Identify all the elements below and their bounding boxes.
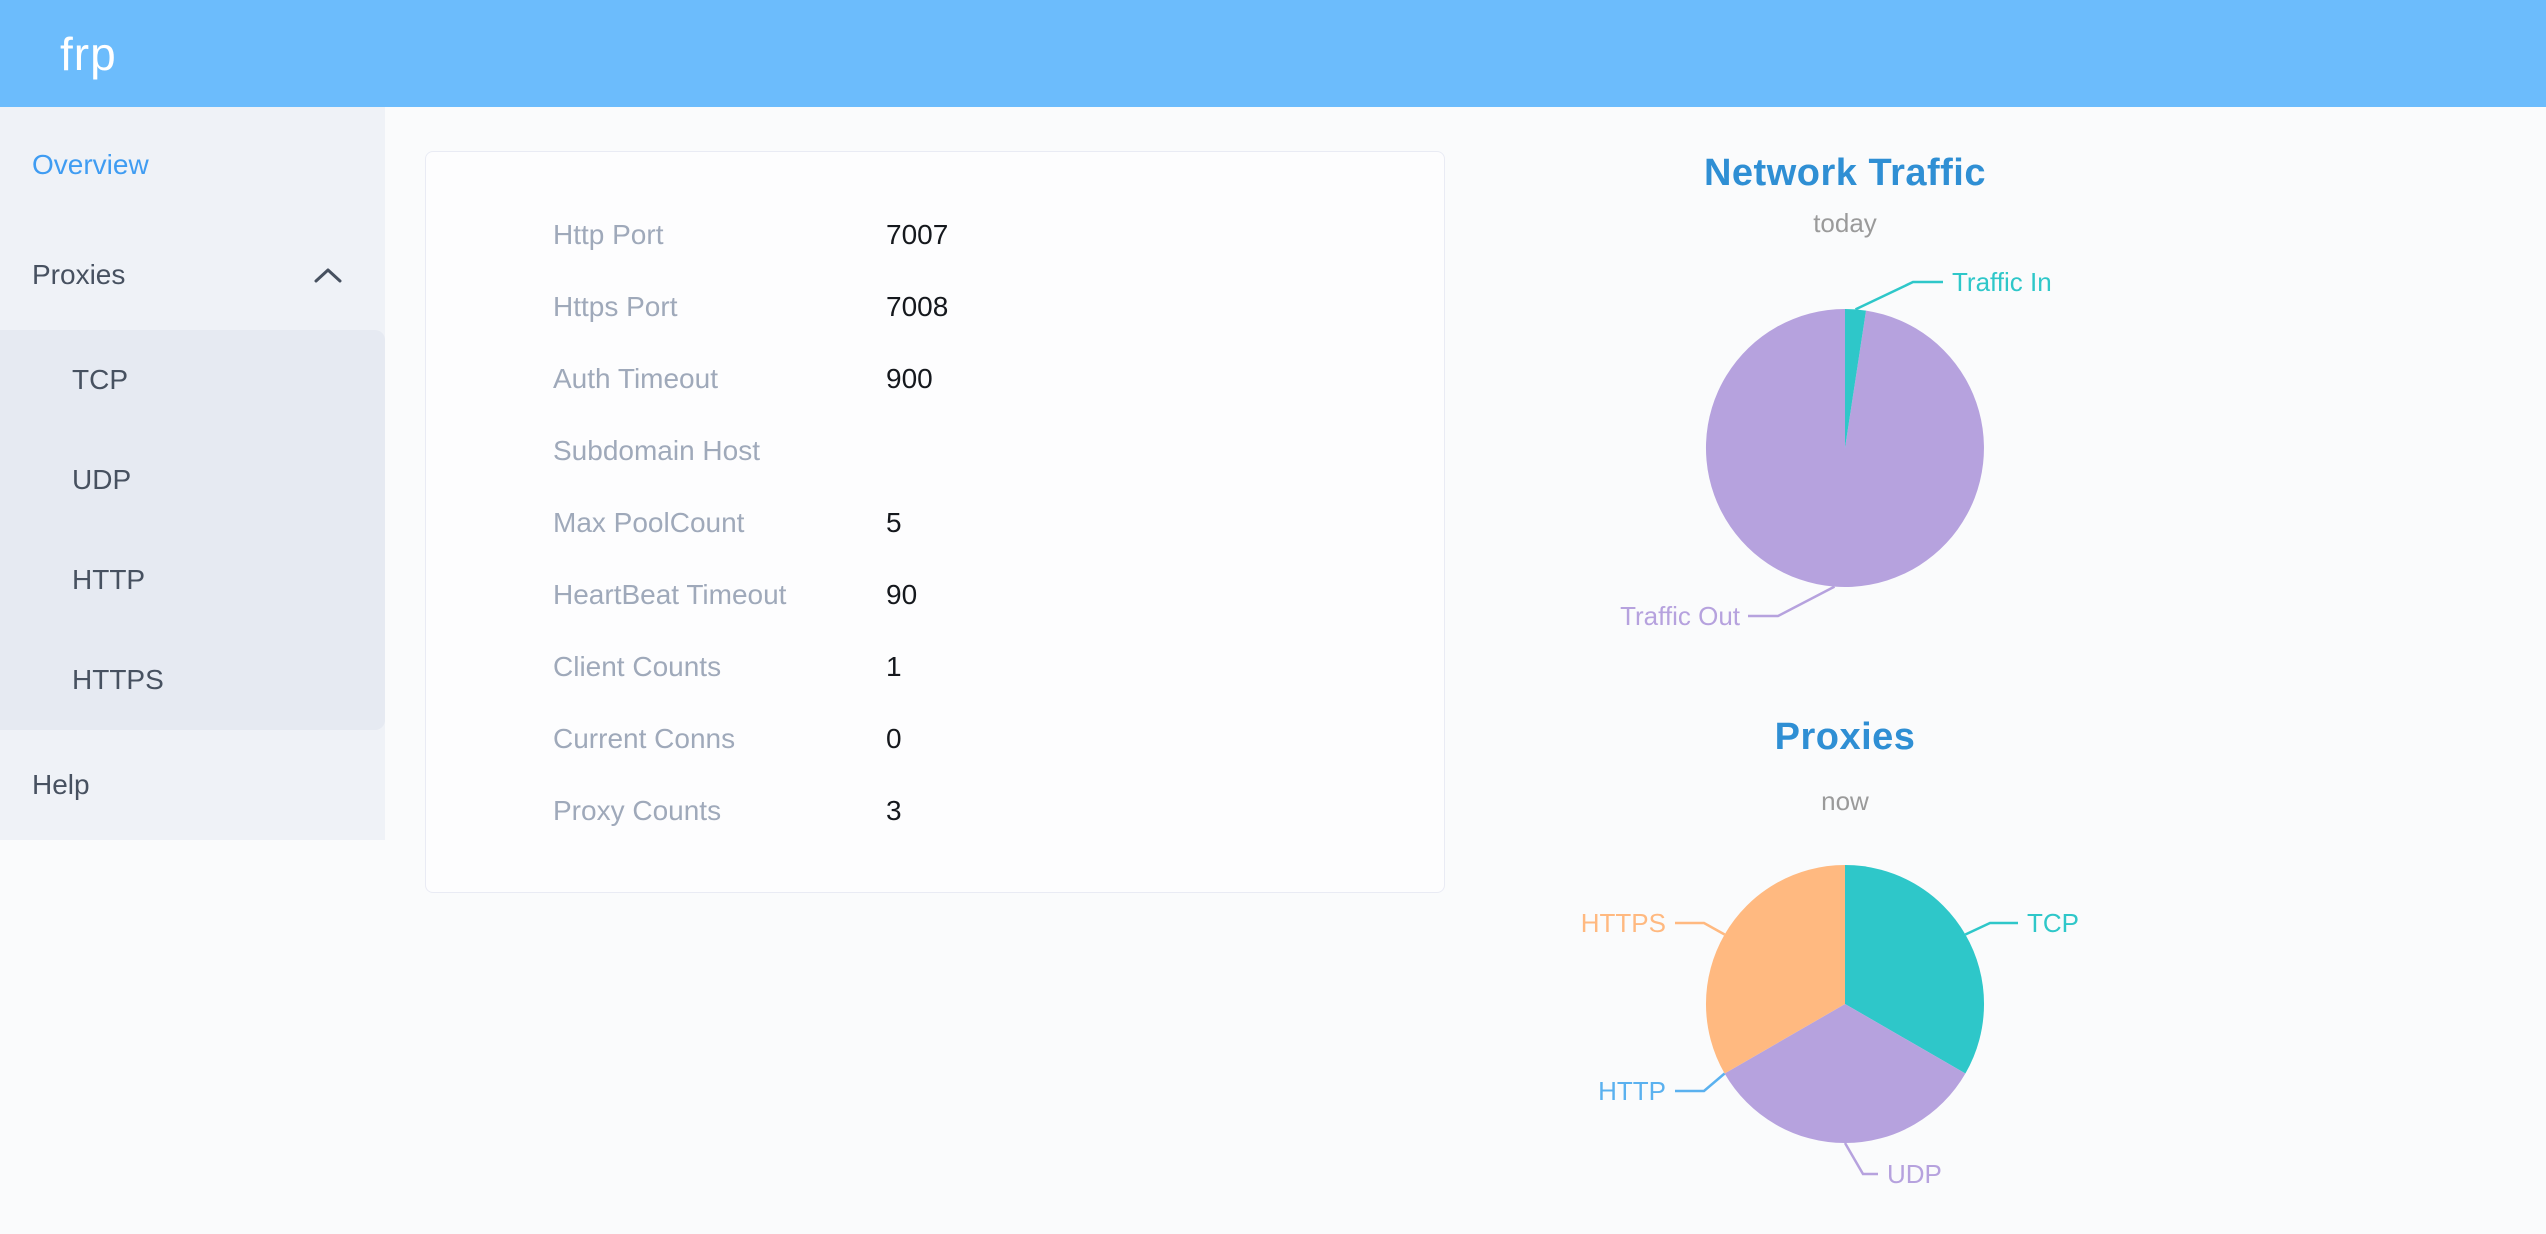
info-row-client-counts: Client Counts 1: [426, 631, 1444, 703]
sidebar-submenu-proxies: TCP UDP HTTP HTTPS: [0, 330, 385, 730]
info-value: 5: [886, 507, 902, 538]
info-row-max-poolcount: Max PoolCount 5: [426, 487, 1444, 559]
pie-label-udp: UDP: [1887, 1159, 1942, 1189]
info-label: Subdomain Host: [553, 435, 761, 466]
label-line-https: [1675, 921, 1726, 936]
sidebar-item-https-label: HTTPS: [72, 664, 164, 695]
sidebar-item-udp[interactable]: UDP: [0, 430, 385, 530]
info-row-subdomain-host: Subdomain Host: [426, 415, 1444, 487]
label-line-traffic-out: [1748, 585, 1836, 618]
info-value: 3: [886, 795, 902, 826]
info-row-https-port: Https Port 7008: [426, 271, 1444, 343]
sidebar-item-proxies-label: Proxies: [32, 259, 126, 290]
pie-slice-tcp[interactable]: [1845, 865, 1985, 1074]
pie-label-traffic-in: Traffic In: [1952, 267, 2052, 297]
info-row-heartbeat-timeout: HeartBeat Timeout 90: [426, 559, 1444, 631]
info-label: HeartBeat Timeout: [553, 579, 787, 610]
proxies-chart-subtitle: now: [1821, 786, 1869, 816]
sidebar-item-http[interactable]: HTTP: [0, 530, 385, 630]
info-row-current-conns: Current Conns 0: [426, 703, 1444, 775]
sidebar-item-tcp-label: TCP: [72, 364, 128, 395]
pie-label-http: HTTP: [1598, 1076, 1666, 1106]
sidebar-item-help-label: Help: [32, 769, 90, 800]
info-label: Auth Timeout: [553, 363, 718, 394]
pie-label-traffic-out: Traffic Out: [1620, 601, 1741, 631]
info-value: 90: [886, 579, 918, 610]
proxies-chart-title: Proxies: [1774, 716, 1916, 758]
pie-slice-udp[interactable]: [1724, 1004, 1966, 1144]
sidebar: Overview Proxies TCP UDP HTTP HTTPS Help: [0, 107, 385, 840]
server-info-card: Http Port 7007 Https Port 7008 Auth Time…: [425, 151, 1445, 893]
info-label: Current Conns: [553, 723, 736, 754]
info-label: Client Counts: [553, 651, 722, 682]
network-traffic-chart-title: Network Traffic: [1703, 152, 1987, 194]
pie-slice-traffic-in[interactable]: [1845, 309, 1866, 448]
info-value: 7008: [886, 291, 949, 322]
info-row-proxy-counts: Proxy Counts 3: [426, 775, 1444, 847]
info-label: Max PoolCount: [553, 507, 745, 538]
info-row-auth-timeout: Auth Timeout 900: [426, 343, 1444, 415]
sidebar-item-overview-label: Overview: [32, 149, 149, 180]
network-traffic-pie-chart: Traffic In Traffic Out: [1620, 267, 2052, 631]
pie-slice-https[interactable]: [1705, 865, 1845, 1074]
pie-label-tcp: TCP: [2027, 908, 2079, 938]
info-value: 0: [886, 723, 902, 754]
info-label: Proxy Counts: [553, 795, 722, 826]
label-line-tcp: [1964, 921, 2018, 936]
info-value: 900: [886, 363, 933, 394]
sidebar-item-overview[interactable]: Overview: [0, 110, 385, 220]
label-line-udp: [1843, 1142, 1878, 1176]
app-header: frp: [0, 0, 2546, 107]
sidebar-item-http-label: HTTP: [72, 564, 146, 595]
app-logo: frp: [60, 27, 117, 80]
pie-slice-traffic-out[interactable]: [1705, 309, 1984, 587]
sidebar-item-help[interactable]: Help: [0, 730, 385, 840]
info-label: Https Port: [553, 291, 678, 322]
pie-label-https: HTTPS: [1581, 908, 1666, 938]
info-value: 1: [886, 651, 902, 682]
sidebar-item-https[interactable]: HTTPS: [0, 630, 385, 730]
proxies-pie-chart: TCP HTTPS HTTP UDP: [1581, 865, 2079, 1189]
label-line-http: [1675, 1072, 1726, 1093]
info-label: Http Port: [553, 219, 664, 250]
chevron-up-icon: [314, 268, 342, 283]
label-line-traffic-in: [1854, 280, 1943, 311]
sidebar-item-tcp[interactable]: TCP: [0, 330, 385, 430]
network-traffic-chart-subtitle: today: [1813, 208, 1877, 238]
info-value: 7007: [886, 219, 949, 250]
sidebar-item-udp-label: UDP: [72, 464, 132, 495]
sidebar-item-proxies[interactable]: Proxies: [0, 220, 385, 330]
info-row-http-port: Http Port 7007: [426, 199, 1444, 271]
